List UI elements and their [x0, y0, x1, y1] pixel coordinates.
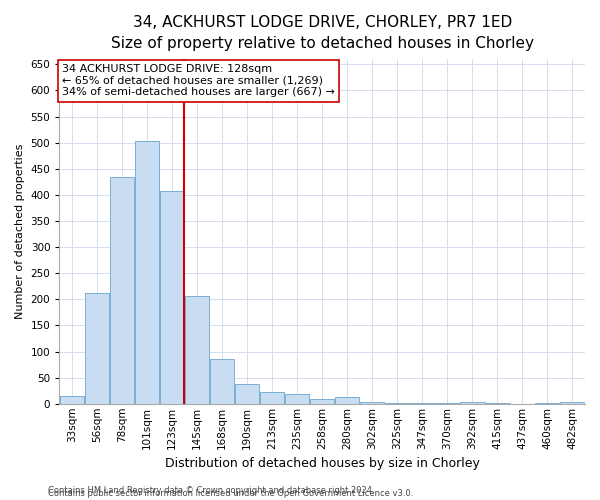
Bar: [185, 296, 209, 404]
Bar: [210, 360, 235, 404]
Bar: [310, 398, 334, 404]
Bar: [160, 191, 184, 404]
Bar: [360, 402, 385, 404]
Title: 34, ACKHURST LODGE DRIVE, CHORLEY, PR7 1ED
Size of property relative to detached: 34, ACKHURST LODGE DRIVE, CHORLEY, PR7 1…: [110, 15, 533, 51]
Bar: [535, 403, 560, 404]
Bar: [335, 398, 359, 404]
Text: Contains HM Land Registry data © Crown copyright and database right 2024.: Contains HM Land Registry data © Crown c…: [48, 486, 374, 495]
Bar: [435, 403, 460, 404]
Bar: [385, 402, 410, 404]
Bar: [485, 403, 509, 404]
Bar: [460, 402, 485, 404]
Text: Contains public sector information licensed under the Open Government Licence v3: Contains public sector information licen…: [48, 488, 413, 498]
X-axis label: Distribution of detached houses by size in Chorley: Distribution of detached houses by size …: [165, 457, 479, 470]
Bar: [110, 176, 134, 404]
Bar: [260, 392, 284, 404]
Bar: [85, 293, 109, 404]
Bar: [134, 141, 159, 404]
Bar: [410, 403, 434, 404]
Bar: [59, 396, 84, 404]
Bar: [560, 402, 585, 404]
Bar: [285, 394, 310, 404]
Bar: [235, 384, 259, 404]
Y-axis label: Number of detached properties: Number of detached properties: [15, 144, 25, 319]
Text: 34 ACKHURST LODGE DRIVE: 128sqm
← 65% of detached houses are smaller (1,269)
34%: 34 ACKHURST LODGE DRIVE: 128sqm ← 65% of…: [62, 64, 335, 98]
